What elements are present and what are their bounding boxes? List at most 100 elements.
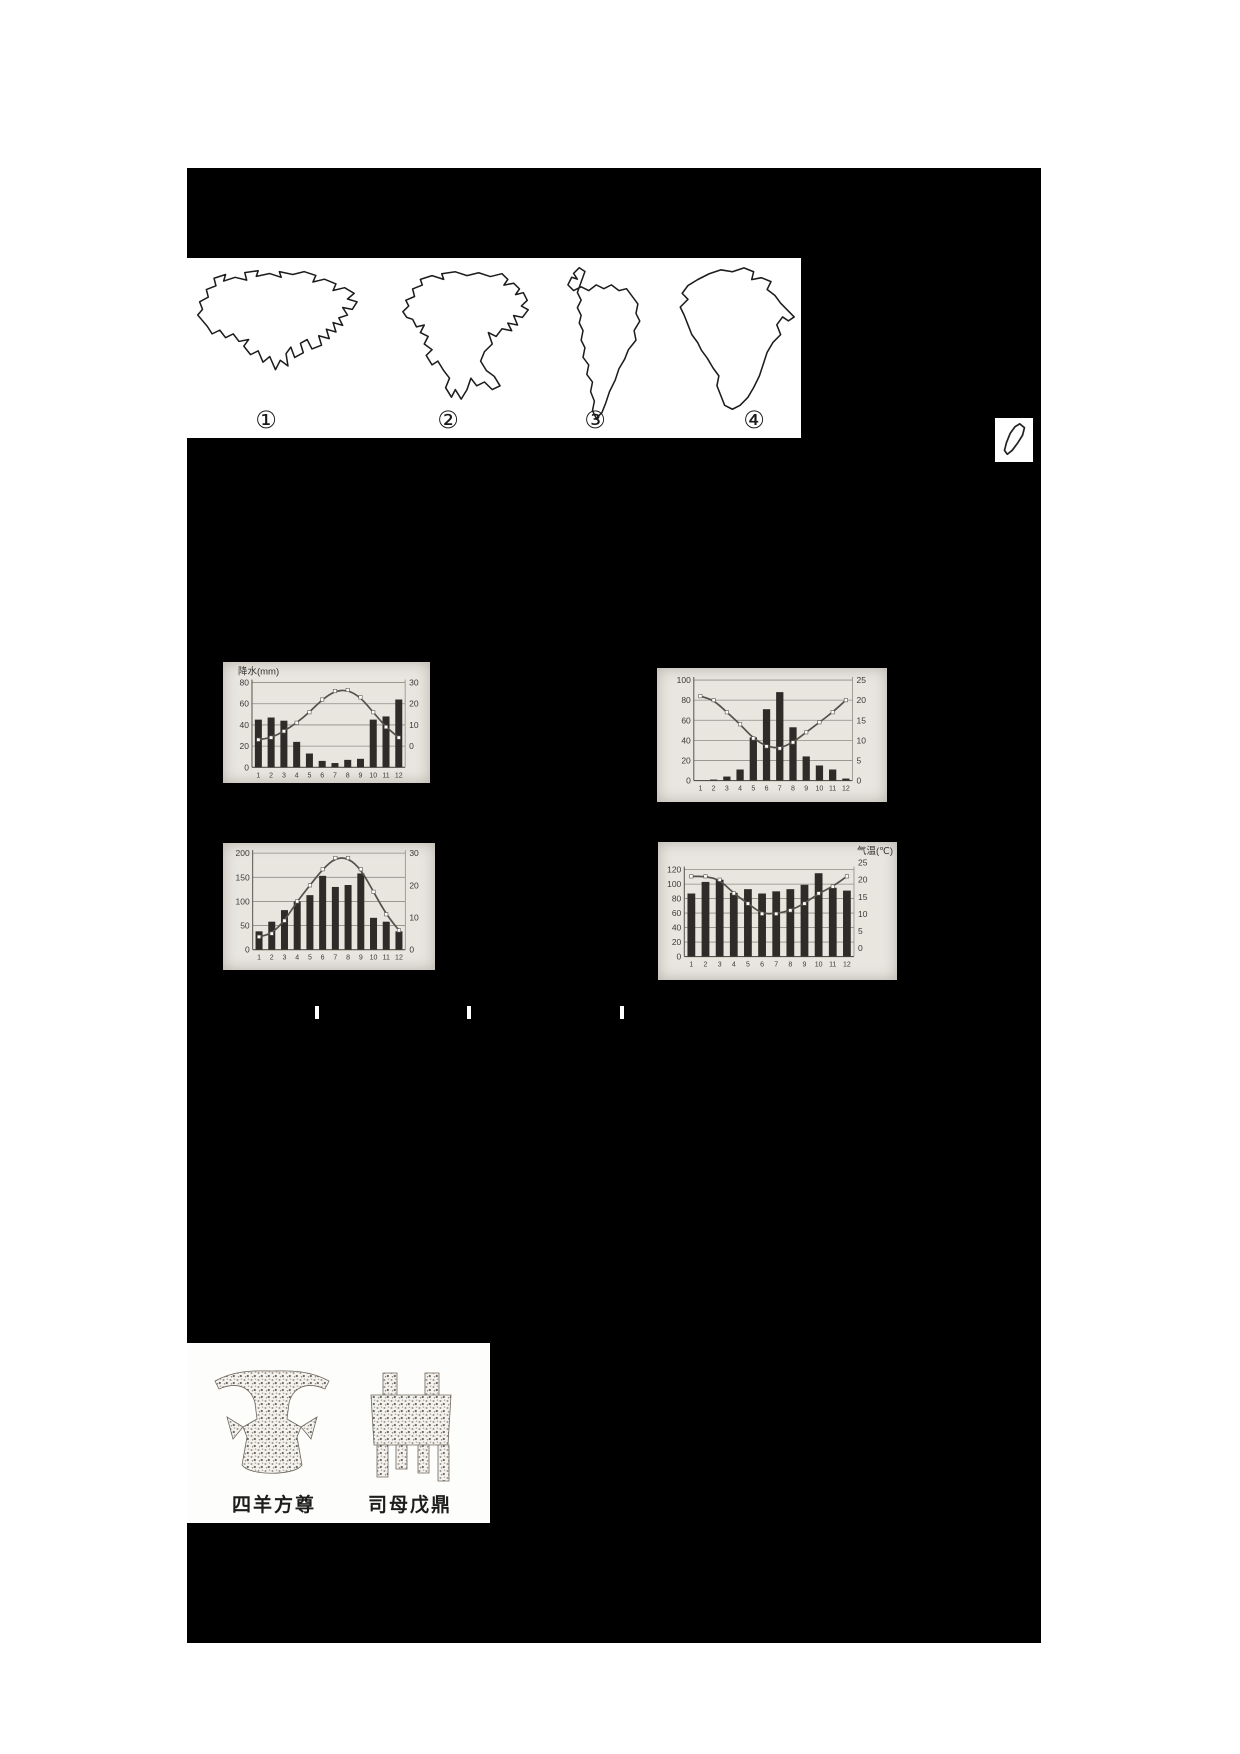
svg-text:25: 25 [858, 858, 868, 868]
svg-text:12: 12 [395, 772, 403, 779]
svg-text:100: 100 [235, 896, 249, 906]
svg-text:50: 50 [240, 921, 250, 931]
svg-text:11: 11 [383, 955, 390, 962]
continent-figure-panel: ① ② ③ ④ [187, 258, 801, 438]
svg-text:20: 20 [858, 875, 868, 885]
climate-chart-top-right: 100 80 60 40 20 0 25 20 15 10 5 0 1 2 3 4 5 6 7 8 9 10 11 12 [657, 668, 887, 802]
svg-text:10: 10 [858, 909, 868, 919]
svg-text:4: 4 [738, 786, 742, 793]
svg-text:12: 12 [395, 955, 403, 962]
svg-text:30: 30 [409, 848, 419, 858]
svg-text:12: 12 [843, 962, 851, 969]
svg-text:2: 2 [269, 772, 273, 779]
continent-label-3: ③ [584, 406, 606, 434]
svg-text:3: 3 [282, 772, 286, 779]
zun-vessel-drawing [214, 1370, 330, 1474]
svg-text:200: 200 [235, 848, 249, 858]
svg-text:80: 80 [240, 678, 250, 688]
svg-text:15: 15 [857, 715, 867, 725]
svg-text:60: 60 [681, 715, 691, 725]
north-america-outline-map [399, 268, 535, 420]
svg-text:10: 10 [815, 962, 823, 969]
svg-text:6: 6 [765, 786, 769, 793]
svg-text:11: 11 [829, 962, 836, 969]
svg-text:3: 3 [283, 955, 287, 962]
svg-text:150: 150 [235, 872, 249, 882]
svg-text:60: 60 [240, 699, 250, 709]
svg-text:60: 60 [672, 908, 682, 918]
svg-text:3: 3 [725, 786, 729, 793]
svg-text:4: 4 [732, 962, 736, 969]
south-america-outline-map [549, 262, 653, 424]
svg-text:7: 7 [333, 955, 337, 962]
zun-artifact-label: 四羊方尊 [231, 1495, 316, 1516]
svg-text:8: 8 [788, 962, 792, 969]
svg-text:6: 6 [321, 955, 325, 962]
svg-text:5: 5 [858, 926, 863, 936]
svg-text:1: 1 [689, 962, 693, 969]
blank-marker [620, 1006, 624, 1019]
svg-text:20: 20 [409, 699, 419, 709]
svg-text:80: 80 [681, 695, 691, 705]
svg-text:4: 4 [295, 772, 299, 779]
continent-label-4: ④ [743, 406, 765, 434]
svg-text:20: 20 [681, 755, 691, 765]
africa-outline-map [659, 260, 799, 422]
taiwan-island-icon [995, 418, 1033, 462]
svg-text:40: 40 [240, 720, 250, 730]
svg-text:80: 80 [672, 894, 682, 904]
svg-text:10: 10 [409, 720, 419, 730]
blank-marker [467, 1006, 471, 1019]
ding-artifact-label: 司母戊鼎 [367, 1495, 452, 1516]
svg-text:120: 120 [667, 865, 681, 875]
svg-text:11: 11 [382, 772, 389, 779]
ding-vessel-drawing [370, 1372, 452, 1482]
svg-text:0: 0 [677, 952, 682, 962]
svg-text:7: 7 [333, 772, 337, 779]
svg-text:5: 5 [307, 772, 311, 779]
svg-text:9: 9 [359, 772, 363, 779]
continent-label-1: ① [255, 406, 277, 434]
svg-text:1: 1 [256, 772, 260, 779]
climate-chart-bottom-right: 120 100 80 60 40 20 0 25 20 15 10 5 0 1 2 3 4 5 6 7 8 9 10 11 12… [658, 842, 897, 980]
svg-text:100: 100 [667, 879, 681, 889]
svg-text:12: 12 [842, 786, 850, 793]
svg-text:4: 4 [295, 955, 299, 962]
svg-text:10: 10 [857, 735, 867, 745]
svg-text:8: 8 [791, 786, 795, 793]
svg-text:降水(mm): 降水(mm) [238, 666, 279, 678]
blank-marker [315, 1006, 319, 1019]
svg-text:0: 0 [245, 945, 250, 955]
svg-text:30: 30 [409, 678, 419, 688]
svg-text:25: 25 [857, 675, 867, 685]
svg-text:8: 8 [346, 955, 350, 962]
svg-text:20: 20 [857, 695, 867, 705]
svg-text:5: 5 [857, 755, 862, 765]
svg-text:9: 9 [803, 962, 807, 969]
svg-text:7: 7 [778, 786, 782, 793]
svg-text:6: 6 [760, 962, 764, 969]
svg-text:40: 40 [681, 735, 691, 745]
svg-text:7: 7 [774, 962, 778, 969]
svg-text:0: 0 [858, 943, 863, 953]
svg-text:0: 0 [409, 741, 414, 751]
svg-text:5: 5 [746, 962, 750, 969]
bronze-artifacts-figure-panel: 四羊方尊 司母戊鼎 [187, 1343, 490, 1523]
svg-text:5: 5 [308, 955, 312, 962]
svg-text:15: 15 [858, 892, 868, 902]
svg-text:5: 5 [751, 786, 755, 793]
svg-text:2: 2 [704, 962, 708, 969]
svg-text:8: 8 [346, 772, 350, 779]
continent-label-2: ② [437, 406, 459, 434]
svg-text:3: 3 [718, 962, 722, 969]
svg-text:10: 10 [369, 772, 377, 779]
svg-text:10: 10 [409, 913, 419, 923]
svg-text:9: 9 [359, 955, 363, 962]
svg-text:2: 2 [712, 786, 716, 793]
svg-text:9: 9 [804, 786, 808, 793]
svg-text:20: 20 [409, 880, 419, 890]
eurasia-outline-map [191, 266, 383, 398]
svg-text:20: 20 [672, 937, 682, 947]
svg-text:6: 6 [320, 772, 324, 779]
